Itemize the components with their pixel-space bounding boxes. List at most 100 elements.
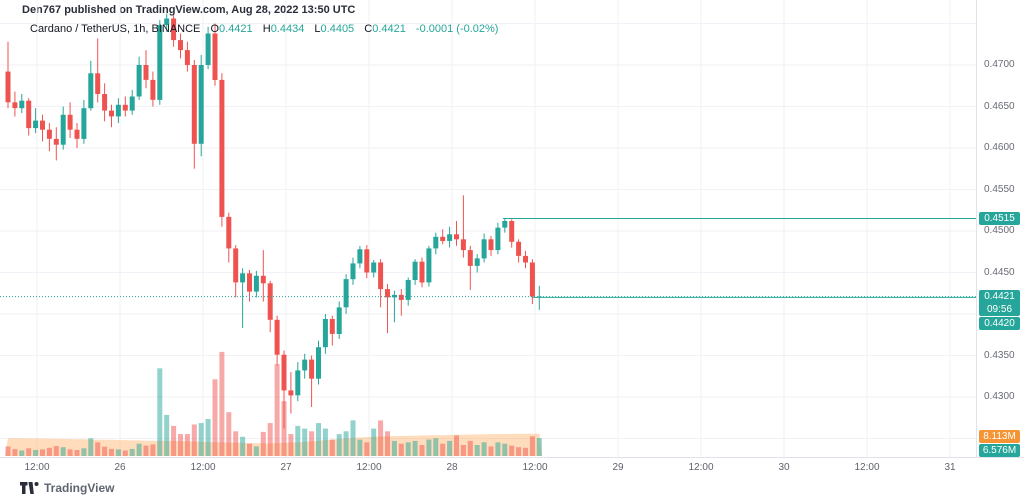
symbol-legend[interactable]: Cardano / TetherUS, 1h, BINANCE O0.4421 … (30, 23, 498, 35)
volume-bar (281, 401, 287, 456)
volume-bar (60, 447, 66, 456)
candle-body (205, 33, 211, 65)
ohlc-high-value: 0.4434 (270, 23, 305, 35)
time-tick-label: 28 (446, 462, 458, 473)
candle-body (164, 18, 170, 26)
volume-bar (516, 447, 522, 456)
volume-bar (157, 368, 163, 456)
candle-body (378, 262, 384, 290)
candle-body (488, 239, 494, 251)
volume-bar (46, 447, 52, 456)
candle-body (357, 249, 363, 264)
candle-body (19, 100, 25, 109)
time-tick-label: 26 (114, 462, 126, 473)
time-tick-label: 29 (612, 462, 624, 473)
candle-body (191, 65, 197, 144)
volume-bar (350, 420, 356, 456)
volume-bar (115, 449, 121, 456)
volume-bar (529, 436, 535, 456)
candle-body (260, 275, 266, 284)
volume-bar (267, 423, 273, 456)
volume-bar (391, 440, 397, 456)
volume-bar (481, 442, 487, 456)
candle-body (40, 120, 45, 130)
candle-body (274, 319, 280, 355)
time-tick-label: 12:00 (522, 462, 548, 473)
volume-bar (523, 447, 528, 456)
candle-body (433, 236, 439, 249)
volume-bar (295, 425, 301, 456)
candle-body (253, 275, 259, 292)
volume-bar (322, 428, 328, 456)
candle-body (184, 50, 190, 65)
volume-bar (212, 379, 218, 456)
candle-body (419, 261, 425, 283)
volume-bar (12, 449, 18, 456)
price-line-badge-4515: 0.4515 (979, 212, 1020, 225)
volume-bar (364, 442, 370, 456)
candle-body (529, 262, 535, 297)
candle-body (398, 294, 404, 300)
volume-bar (302, 428, 308, 456)
time-tick-label: 12:00 (190, 462, 216, 473)
volume-bar (53, 446, 59, 456)
tradingview-attribution[interactable]: TradingView (20, 481, 114, 495)
publish-header: Den767 published on TradingView.com, Aug… (22, 4, 356, 16)
volume-bar (33, 450, 39, 456)
ohlc-low-label: L (314, 23, 321, 35)
volume-bar (184, 434, 190, 456)
price-tick-label: 0.4550 (984, 183, 1015, 195)
volume-bar (419, 445, 425, 456)
time-axis[interactable]: 12:00 26 12:00 27 12:00 28 12:00 29 12:00 30 12:00… (0, 457, 1024, 479)
candle-body (440, 236, 446, 241)
candle-body (247, 273, 252, 292)
volume-bar (164, 414, 170, 456)
volume-bar (19, 450, 25, 456)
time-tick-label: 27 (280, 462, 292, 473)
volume-bar (171, 425, 177, 456)
volume-bar (178, 434, 183, 456)
volume-bar (240, 436, 246, 456)
candle-body (474, 258, 480, 266)
time-tick-label: 12:00 (688, 462, 714, 473)
volume-bar (426, 439, 432, 456)
candle-body (426, 248, 432, 283)
tradingview-logo-text: TradingView (44, 481, 115, 495)
time-tick-label: 31 (944, 462, 956, 473)
price-tick-label: 0.4600 (984, 142, 1015, 153)
volume-bar (460, 445, 466, 456)
ohlc-open-value: 0.4421 (219, 23, 253, 35)
price-tick-label: 0.4650 (984, 100, 1015, 112)
candle-body (198, 65, 204, 144)
volume-bar (447, 440, 453, 456)
volume-bar (150, 444, 156, 456)
candle-body (143, 65, 149, 80)
candle-body (316, 347, 321, 379)
candle-body (33, 120, 39, 129)
ohlc-close-label: C (364, 23, 373, 35)
price-axis[interactable]: 0.4700 0.4650 0.4600 0.4550 0.4500 0.4450 0.43… (977, 0, 1024, 457)
time-tick-label: 12:00 (854, 462, 880, 473)
candle-body (447, 234, 453, 241)
last-price-countdown-badge: 0.4421 09:56 (979, 290, 1020, 316)
ohlc-high-label: H (262, 23, 271, 35)
candle-body (481, 239, 487, 259)
volume-bar (198, 423, 204, 456)
volume-bar (412, 440, 418, 456)
last-price-value: 0.4421 (984, 291, 1015, 302)
candle-body (309, 359, 315, 379)
candle-body (460, 239, 466, 251)
candle-body (102, 94, 108, 111)
volume-bar (253, 446, 259, 456)
volume-bar (474, 445, 480, 456)
ohlc-change-value: -0.0001 (-0.02%) (415, 23, 499, 35)
ohlc-open-label: O (210, 23, 220, 35)
volume-bar (378, 420, 384, 456)
volume-bar (433, 438, 439, 456)
volume-bar (205, 419, 211, 456)
volume-bar (233, 431, 239, 456)
volume-bar (467, 440, 473, 456)
candle-body (46, 129, 52, 139)
volume-bar (316, 423, 321, 456)
